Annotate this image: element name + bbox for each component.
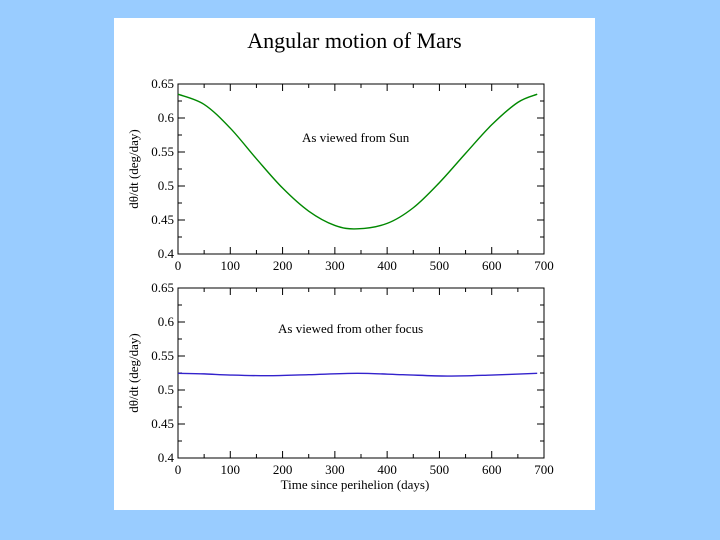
focus-y-tick-label: 0.4 xyxy=(158,450,175,465)
sun-y-tick-label: 0.5 xyxy=(158,178,174,193)
focus-x-tick-label: 200 xyxy=(273,462,293,477)
focus-y-tick-label: 0.55 xyxy=(151,348,174,363)
focus-y-tick-label: 0.45 xyxy=(151,416,174,431)
sun-x-tick-label: 0 xyxy=(175,258,182,273)
focus-x-tick-label: 700 xyxy=(534,462,554,477)
focus-series-line xyxy=(177,372,538,377)
focus-x-tick-label: 300 xyxy=(325,462,345,477)
focus-y-tick-label: 0.6 xyxy=(158,314,175,329)
sun-y-tick-label: 0.6 xyxy=(158,110,175,125)
sun-x-tick-label: 600 xyxy=(482,258,502,273)
chart-title: Angular motion of Mars xyxy=(247,28,462,53)
focus-x-tick-label: 500 xyxy=(430,462,450,477)
figure-panel: Angular motion of Mars 0 100 200 300 400 500 6… xyxy=(114,18,595,510)
sun-x-tick-label: 300 xyxy=(325,258,345,273)
sun-y-tick-label: 0.65 xyxy=(151,76,174,91)
sun-y-axis-label: dθ/dt (deg/day) xyxy=(126,129,141,209)
focus-y-tick-label: 0.5 xyxy=(158,382,174,397)
focus-annotation: As viewed from other focus xyxy=(278,321,423,336)
focus-y-tick-label: 0.65 xyxy=(151,280,174,295)
focus-x-tick-label: 0 xyxy=(175,462,182,477)
sun-x-tick-label: 100 xyxy=(221,258,241,273)
focus-x-tick-label: 100 xyxy=(221,462,241,477)
focus-x-tick-label: 600 xyxy=(482,462,502,477)
sun-x-tick-label: 700 xyxy=(534,258,554,273)
sun-x-tick-label: 400 xyxy=(377,258,397,273)
sun-series-line xyxy=(177,93,538,230)
chart-canvas: 0 100 200 300 400 500 600 700 0.4 0.45 0.5 0.55 0.6 0… xyxy=(126,76,554,492)
sun-x-tick-label: 500 xyxy=(430,258,450,273)
focus-y-axis-label: dθ/dt (deg/day) xyxy=(126,333,141,413)
sun-y-tick-label: 0.4 xyxy=(158,246,175,261)
sun-y-tick-label: 0.55 xyxy=(151,144,174,159)
focus-x-axis-label: Time since perihelion (days) xyxy=(281,477,430,492)
sun-y-tick-label: 0.45 xyxy=(151,212,174,227)
focus-x-tick-label: 400 xyxy=(377,462,397,477)
sun-annotation: As viewed from Sun xyxy=(302,130,410,145)
sun-x-tick-label: 200 xyxy=(273,258,293,273)
